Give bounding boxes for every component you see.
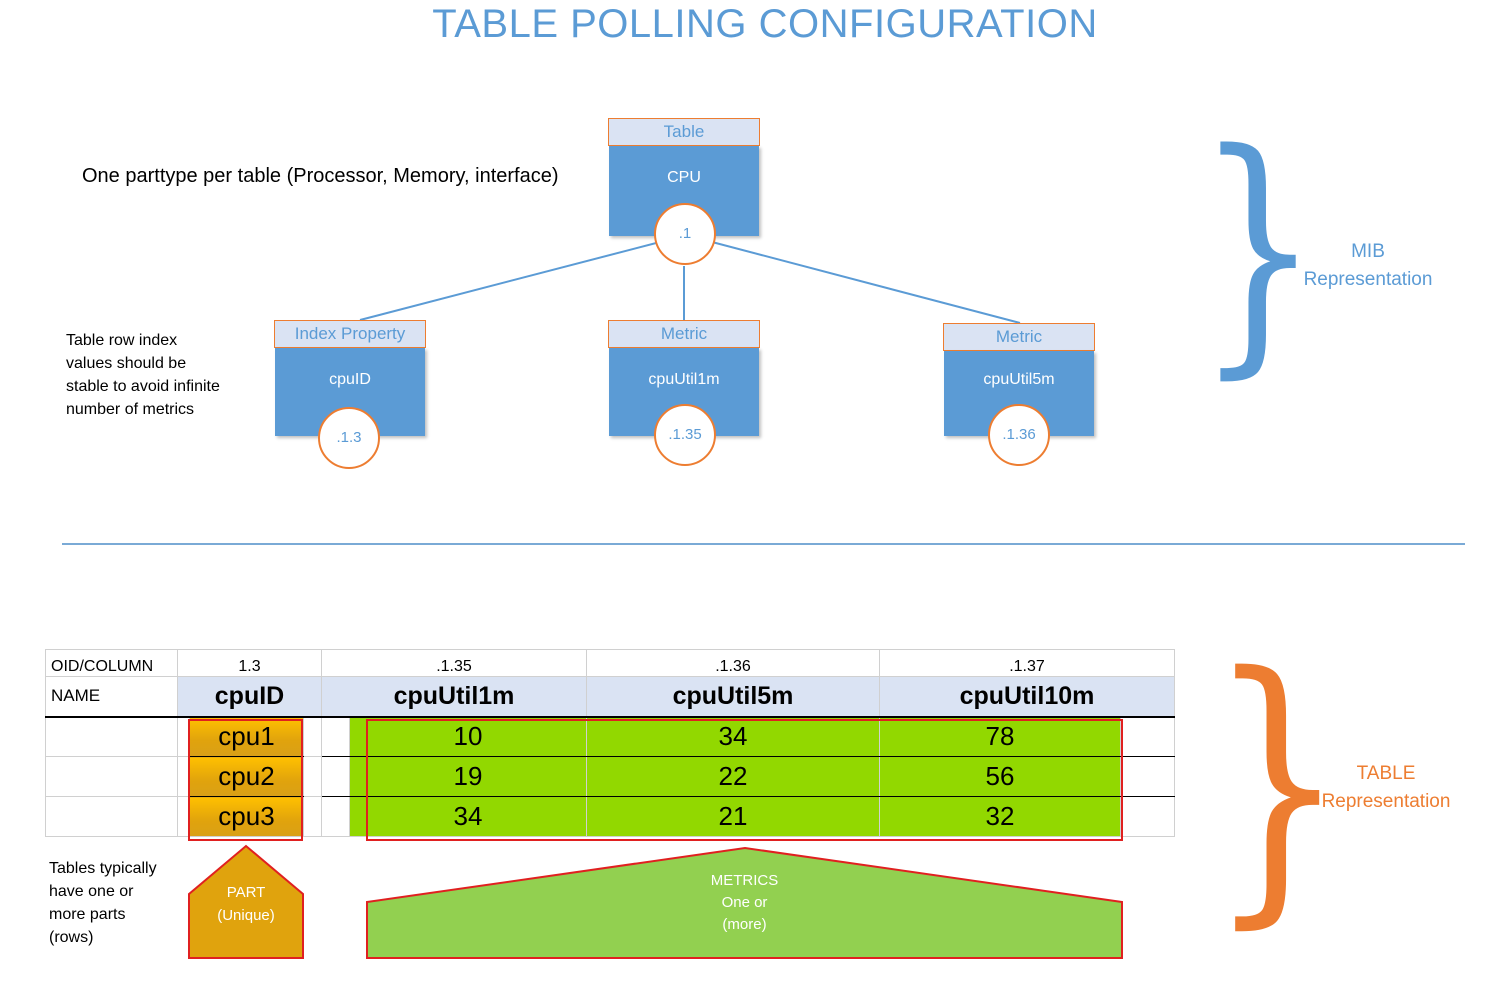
metric-cell: 34 (349, 796, 587, 837)
polling-table: OID/COLUMN 1.3 .1.35 .1.36 .1.37 NAME cp… (45, 649, 1175, 837)
oid-header: OID/COLUMN (45, 649, 178, 677)
mib-brace-icon: } (1196, 99, 1321, 401)
note-line: have one or (49, 883, 134, 900)
oid-row: OID/COLUMN 1.3 .1.35 .1.36 .1.37 (45, 649, 1175, 677)
node-label-metric-1m: Metric (608, 320, 760, 348)
side-label-line: Representation (1321, 791, 1451, 812)
part-cell: cpu1 (189, 716, 304, 757)
oid-cell: 1.3 (177, 649, 322, 677)
node-label-metric-5m: Metric (943, 323, 1095, 351)
row-index-note: Table row index values should be stable … (66, 329, 220, 421)
table-representation-label: TABLE Representation (1306, 760, 1466, 816)
note-line: more parts (49, 906, 126, 923)
node-label-table: Table (608, 118, 760, 146)
metric-cell: 78 (879, 716, 1121, 757)
metric-cell: 19 (349, 756, 587, 797)
connector-cpuid (359, 241, 661, 321)
side-label-line: Representation (1303, 269, 1433, 290)
parttype-note: One parttype per table (Processor, Memor… (82, 165, 559, 187)
empty-cell (1120, 716, 1175, 757)
tables-parts-note: Tables typically have one or more parts … (49, 857, 157, 949)
callout-line: (Unique) (217, 907, 275, 924)
node-cpu: CPU (609, 146, 759, 236)
column-name: cpuUtil5m (586, 676, 880, 718)
oid-circle-cpuid: .1.3 (318, 407, 380, 469)
callout-line: One or (721, 894, 768, 911)
column-name: cpuID (177, 676, 322, 718)
empty-cell (321, 796, 350, 837)
oid-circle-cpuutil5m: .1.36 (988, 404, 1050, 466)
part-cell: cpu3 (189, 796, 304, 837)
part-callout-text: PART (Unique) (189, 881, 303, 927)
connector-cpuutil5m (711, 241, 1021, 324)
mib-representation-label: MIB Representation (1288, 238, 1448, 294)
callout-line: PART (226, 884, 266, 901)
metric-cell: 34 (586, 716, 880, 757)
column-name: cpuUtil10m (879, 676, 1175, 718)
note-line: stable to avoid infinite (66, 378, 220, 395)
node-label-index-property: Index Property (274, 320, 426, 348)
oid-circle-cpuutil1m: .1.35 (654, 404, 716, 466)
table-row: cpu1 10 34 78 (45, 716, 1175, 757)
empty-cell (45, 796, 178, 837)
table-brace-icon: } (1208, 616, 1347, 953)
metric-cell: 32 (879, 796, 1121, 837)
side-label-line: TABLE (1356, 763, 1416, 784)
empty-cell (321, 716, 350, 757)
side-label-line: MIB (1351, 241, 1385, 262)
callout-line: METRICS (710, 872, 779, 889)
node-name: cpuID (329, 371, 371, 388)
node-name: CPU (667, 169, 701, 186)
metrics-callout-text: METRICS One or (more) (367, 870, 1122, 936)
empty-cell (45, 716, 178, 757)
column-name: cpuUtil1m (321, 676, 587, 718)
page-title: TABLE POLLING CONFIGURATION (432, 2, 1098, 46)
metric-cell: 10 (349, 716, 587, 757)
callout-line: (more) (722, 916, 767, 933)
name-header: NAME (45, 676, 178, 718)
metrics-callout-shape (366, 846, 1123, 959)
part-cell: cpu2 (189, 756, 304, 797)
note-line: values should be (66, 355, 187, 372)
name-row: NAME cpuID cpuUtil1m cpuUtil5m cpuUtil10… (45, 676, 1175, 718)
empty-cell (1120, 756, 1175, 797)
metric-cell: 56 (879, 756, 1121, 797)
table-row: cpu3 34 21 32 (45, 796, 1175, 837)
table-row: cpu2 19 22 56 (45, 756, 1175, 797)
note-line: Tables typically (49, 860, 157, 877)
part-callout-shape (188, 844, 304, 959)
metric-cell: 22 (586, 756, 880, 797)
metric-cell: 21 (586, 796, 880, 837)
node-name: cpuUtil5m (983, 371, 1055, 388)
note-line: (rows) (49, 929, 94, 946)
section-divider (62, 543, 1465, 545)
oid-circle-root: .1 (654, 203, 716, 265)
node-name: cpuUtil1m (648, 371, 720, 388)
note-line: number of metrics (66, 401, 195, 418)
empty-cell (45, 756, 178, 797)
note-line: Table row index (66, 332, 178, 349)
